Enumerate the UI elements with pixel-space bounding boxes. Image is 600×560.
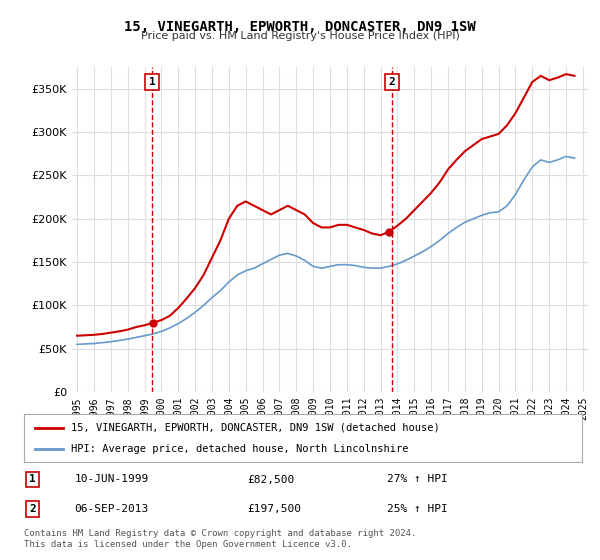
Text: 25% ↑ HPI: 25% ↑ HPI	[387, 504, 448, 514]
Text: 1: 1	[149, 77, 155, 87]
Text: 15, VINEGARTH, EPWORTH, DONCASTER, DN9 1SW (detached house): 15, VINEGARTH, EPWORTH, DONCASTER, DN9 1…	[71, 423, 440, 433]
Text: 2: 2	[389, 77, 395, 87]
Text: 27% ↑ HPI: 27% ↑ HPI	[387, 474, 448, 484]
Text: Price paid vs. HM Land Registry's House Price Index (HPI): Price paid vs. HM Land Registry's House …	[140, 31, 460, 41]
Text: HPI: Average price, detached house, North Lincolnshire: HPI: Average price, detached house, Nort…	[71, 444, 409, 454]
Text: £197,500: £197,500	[247, 504, 301, 514]
Text: 06-SEP-2013: 06-SEP-2013	[74, 504, 148, 514]
Text: 2: 2	[29, 504, 36, 514]
Text: 15, VINEGARTH, EPWORTH, DONCASTER, DN9 1SW: 15, VINEGARTH, EPWORTH, DONCASTER, DN9 1…	[124, 20, 476, 34]
Text: 10-JUN-1999: 10-JUN-1999	[74, 474, 148, 484]
Text: 1: 1	[29, 474, 36, 484]
Text: £82,500: £82,500	[247, 474, 295, 484]
Text: Contains HM Land Registry data © Crown copyright and database right 2024.
This d: Contains HM Land Registry data © Crown c…	[24, 529, 416, 549]
